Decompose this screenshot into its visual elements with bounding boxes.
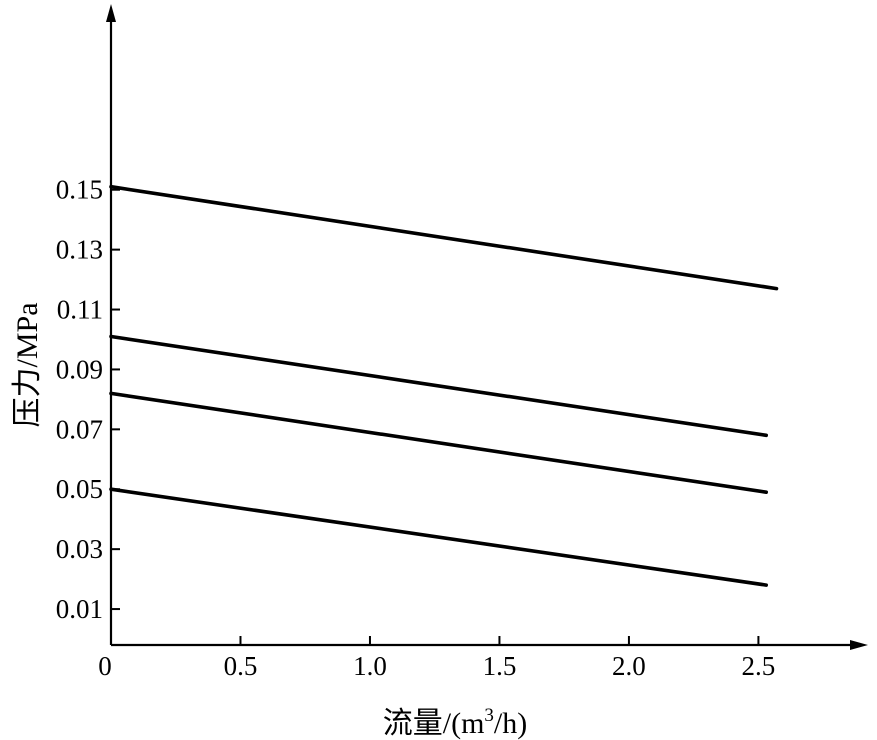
series-line-1 xyxy=(109,184,779,291)
x-tick-label: 1.5 xyxy=(483,651,517,681)
x-axis-arrow xyxy=(850,640,868,650)
y-tick-label: 0.07 xyxy=(56,414,103,444)
series-line-4 xyxy=(109,487,769,587)
series-layer xyxy=(109,184,779,587)
y-tick-label: 0.05 xyxy=(56,474,103,504)
series-line-3 xyxy=(109,391,769,495)
axes xyxy=(106,4,868,650)
x-axis-title-tail: /h) xyxy=(494,707,527,740)
x-tick-label: 2.5 xyxy=(742,651,776,681)
y-tick-label: 0.13 xyxy=(56,235,103,265)
x-axis-title-superscript: 3 xyxy=(484,705,494,726)
y-tick-label: 0.01 xyxy=(56,594,103,624)
y-axis-arrow xyxy=(106,4,116,22)
y-tick-label: 0.15 xyxy=(56,175,103,205)
x-tick-label: 0 xyxy=(98,651,112,681)
x-axis-title-main: 流量/(m xyxy=(383,707,485,740)
y-tick-label: 0.11 xyxy=(57,295,103,325)
y-axis-title: 压力/MPa xyxy=(11,302,44,427)
x-tick-label: 1.0 xyxy=(353,651,387,681)
x-ticks: 0 0.5 1.0 1.5 2.0 2.5 xyxy=(98,636,775,681)
series-line-2 xyxy=(109,334,769,438)
y-tick-label: 0.09 xyxy=(56,354,103,384)
y-tick-label: 0.03 xyxy=(56,534,103,564)
y-ticks: 0.01 0.03 0.05 0.07 0.09 0.11 0.13 0.15 xyxy=(56,175,120,624)
x-tick-label: 0.5 xyxy=(224,651,258,681)
x-tick-label: 2.0 xyxy=(612,651,646,681)
x-axis-title: 流量/(m3/h) xyxy=(383,705,528,740)
